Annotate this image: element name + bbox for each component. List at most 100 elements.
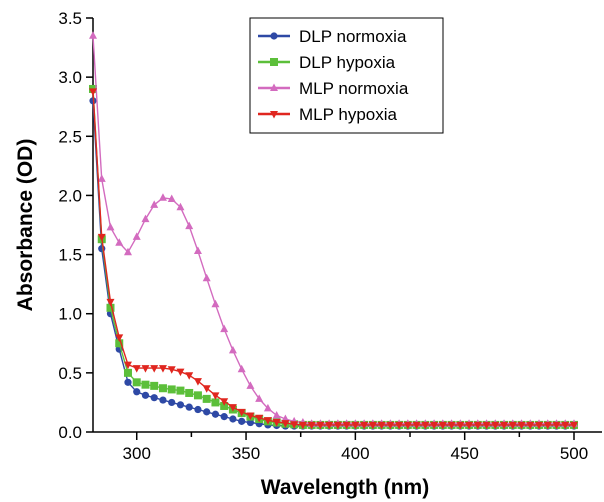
x-tick-label: 400 [341, 444, 369, 463]
data-point-mlp-normoxia [237, 364, 246, 373]
data-point-mlp-normoxia [193, 246, 202, 255]
y-tick-label: 1.5 [58, 246, 82, 265]
data-point-mlp-normoxia [263, 403, 272, 412]
y-axis-title: Absorbance (OD) [14, 139, 37, 312]
legend-swatch-marker [270, 32, 278, 40]
data-point-mlp-hypoxia [89, 88, 97, 96]
data-point-mlp-normoxia [141, 214, 150, 223]
data-point-mlp-normoxia [158, 193, 167, 201]
series-line-dlp-normoxia [92, 100, 574, 427]
data-point-dlp-hypoxia [106, 303, 115, 312]
legend-label: DLP normoxia [299, 27, 407, 46]
data-point-mlp-hypoxia [377, 421, 386, 430]
legend-items: DLP normoxia DLP hypoxia MLP normoxia MLP h… [258, 27, 409, 124]
data-point-mlp-hypoxia [158, 365, 167, 373]
data-point-dlp-hypoxia [193, 391, 202, 400]
data-point-mlp-normoxia [202, 273, 211, 282]
data-point-mlp-hypoxia [342, 421, 351, 430]
series-line-mlp-hypoxia [92, 91, 574, 426]
data-point-dlp-normoxia [141, 391, 150, 399]
y-tick-label: 3.5 [58, 9, 82, 28]
data-point-dlp-hypoxia [115, 339, 124, 348]
data-point-dlp-hypoxia [158, 384, 167, 393]
series-dlp-hypoxia [89, 84, 578, 429]
data-point-mlp-hypoxia [500, 421, 509, 430]
data-point-mlp-hypoxia [333, 421, 342, 430]
data-point-dlp-hypoxia [167, 385, 176, 394]
data-point-mlp-hypoxia [202, 385, 211, 393]
data-point-mlp-hypoxia [255, 414, 264, 423]
data-point-mlp-hypoxia [526, 421, 535, 430]
data-point-mlp-hypoxia [185, 372, 194, 380]
data-point-mlp-normoxia [106, 222, 115, 231]
legend-label: MLP normoxia [299, 79, 409, 98]
data-point-dlp-normoxia [133, 388, 141, 396]
y-tick-label: 3.0 [58, 68, 82, 87]
data-point-mlp-normoxia [255, 394, 264, 402]
y-tick-label: 1.0 [58, 305, 82, 324]
data-point-dlp-normoxia [203, 408, 211, 416]
y-tick-label: 2.0 [58, 186, 82, 205]
data-point-mlp-normoxia [89, 31, 97, 39]
y-ticks: 0.0 0.5 1.0 1.5 2.0 2.5 3.0 3.5 [58, 9, 93, 442]
data-point-mlp-hypoxia [412, 421, 421, 430]
data-point-mlp-normoxia [185, 221, 194, 230]
series-mlp-hypoxia [89, 88, 578, 430]
x-ticks: 300 350 400 450 500 [123, 432, 588, 463]
data-point-mlp-hypoxia [403, 421, 412, 430]
legend-item-dlp-normoxia: DLP normoxia [258, 27, 407, 46]
x-tick-label: 450 [450, 444, 478, 463]
data-point-mlp-hypoxia [307, 421, 316, 430]
data-point-mlp-hypoxia [473, 421, 482, 430]
data-point-mlp-hypoxia [281, 420, 290, 428]
data-point-mlp-hypoxia [220, 398, 229, 406]
data-point-mlp-hypoxia [561, 421, 570, 430]
data-point-dlp-normoxia [246, 418, 255, 427]
data-point-mlp-hypoxia [456, 421, 465, 430]
data-point-mlp-hypoxia [508, 421, 517, 430]
legend-label: MLP hypoxia [299, 105, 398, 124]
legend-label: DLP hypoxia [299, 53, 396, 72]
legend-item-mlp-hypoxia: MLP hypoxia [258, 105, 398, 124]
data-point-dlp-hypoxia [132, 378, 141, 387]
series-line-dlp-hypoxia [92, 88, 574, 426]
data-point-dlp-hypoxia [185, 388, 194, 397]
legend: DLP normoxia DLP hypoxia MLP normoxia MLP h… [249, 17, 444, 134]
data-point-mlp-hypoxia [482, 421, 491, 430]
legend-swatch-marker [270, 58, 278, 66]
data-point-mlp-hypoxia [246, 412, 255, 420]
data-point-dlp-normoxia [168, 398, 176, 407]
data-point-mlp-hypoxia [298, 421, 307, 430]
data-point-mlp-hypoxia [360, 421, 369, 430]
series-dlp-normoxia [89, 97, 578, 430]
data-point-mlp-hypoxia [447, 421, 456, 430]
data-point-mlp-normoxia [167, 194, 176, 202]
data-point-mlp-hypoxia [465, 421, 474, 430]
legend-item-dlp-hypoxia: DLP hypoxia [258, 53, 396, 72]
data-point-mlp-hypoxia [386, 421, 395, 430]
y-tick-label: 0.5 [58, 364, 82, 383]
data-point-mlp-hypoxia [150, 365, 159, 373]
data-point-mlp-normoxia [228, 345, 237, 354]
data-point-dlp-normoxia [124, 378, 132, 386]
data-point-mlp-hypoxia [97, 233, 106, 242]
data-point-mlp-hypoxia [141, 365, 150, 373]
data-point-mlp-hypoxia [570, 421, 578, 430]
data-point-dlp-normoxia [211, 410, 220, 418]
data-point-mlp-normoxia [272, 410, 281, 419]
data-point-mlp-hypoxia [316, 421, 325, 430]
data-point-mlp-hypoxia [115, 334, 124, 342]
data-point-dlp-hypoxia [141, 380, 150, 389]
data-point-mlp-hypoxia [263, 417, 272, 425]
data-point-dlp-normoxia [159, 396, 167, 404]
data-point-mlp-hypoxia [211, 392, 220, 400]
data-point-dlp-hypoxia [150, 381, 159, 390]
data-point-dlp-normoxia [220, 413, 228, 421]
data-point-mlp-hypoxia [543, 421, 552, 430]
data-point-dlp-hypoxia [211, 398, 220, 407]
y-tick-label: 2.5 [58, 127, 82, 146]
data-point-mlp-hypoxia [535, 421, 544, 430]
data-point-dlp-normoxia [185, 403, 193, 411]
data-point-mlp-hypoxia [167, 366, 176, 374]
data-point-mlp-hypoxia [368, 421, 377, 430]
